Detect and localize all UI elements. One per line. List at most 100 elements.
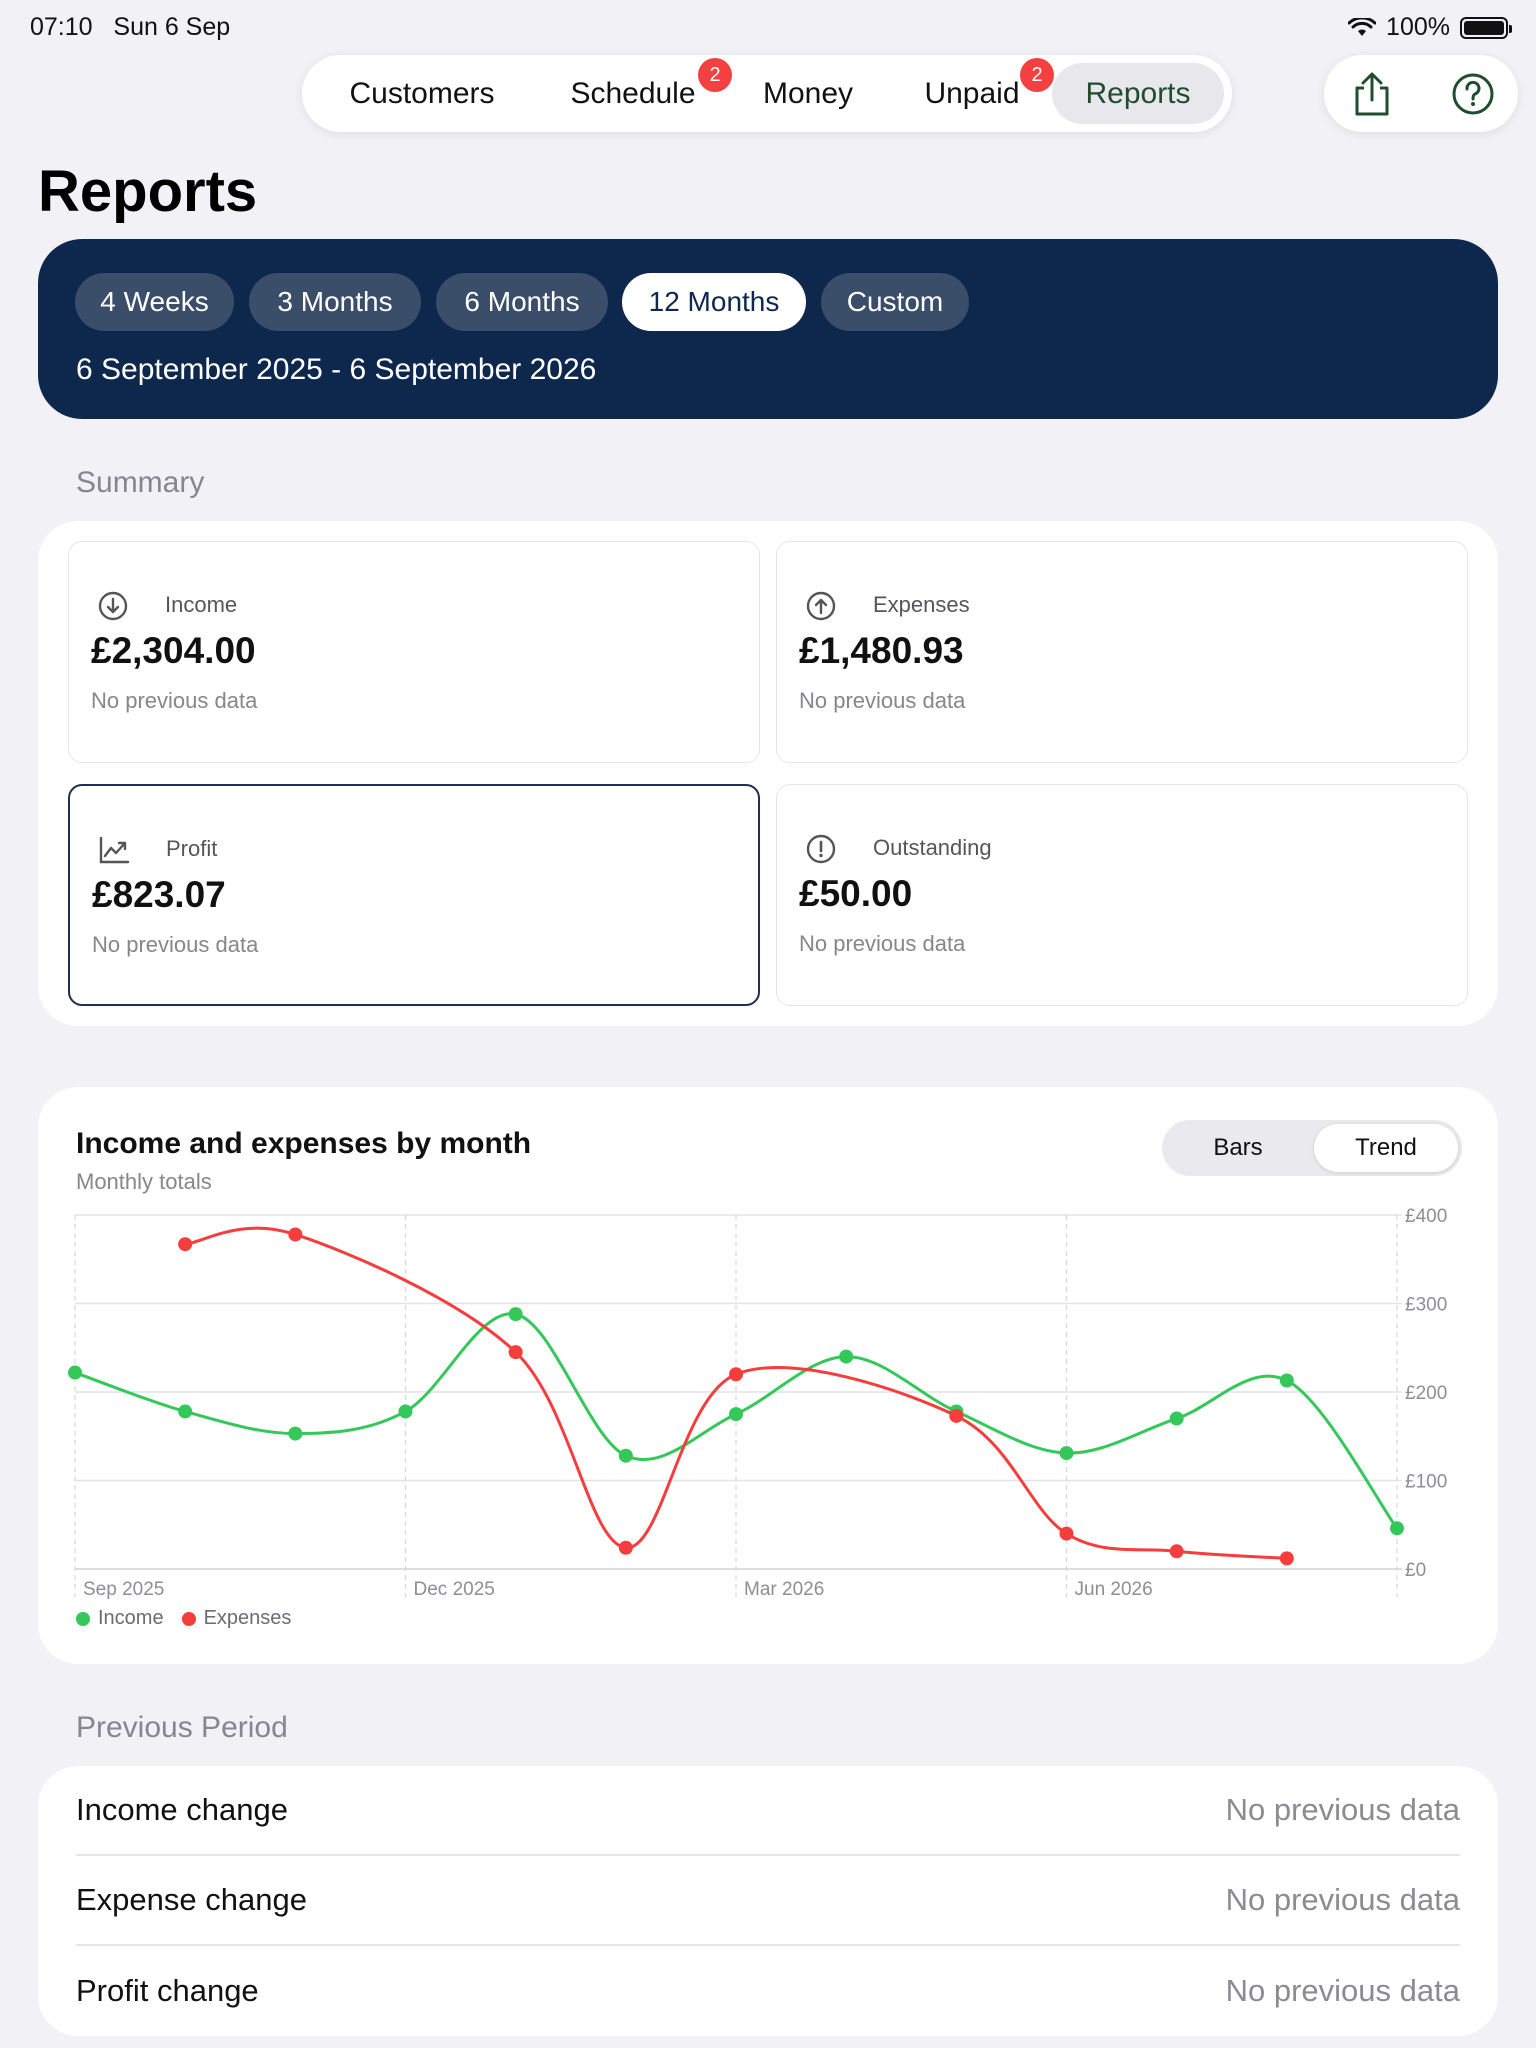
expenses-point — [1059, 1526, 1074, 1541]
income-point — [618, 1448, 633, 1463]
expenses-note: No previous data — [799, 688, 966, 713]
income-value: £2,304.00 — [91, 630, 256, 671]
profit-change-value: No previous data — [1225, 1973, 1460, 2008]
income-tile[interactable]: Income £2,304.00 No previous data — [68, 541, 760, 763]
unpaid-badge: 2 — [1020, 58, 1054, 92]
help-button[interactable] — [1450, 71, 1496, 117]
expenses-point — [618, 1540, 633, 1555]
expenses-point — [178, 1237, 193, 1252]
share-button[interactable] — [1349, 71, 1395, 117]
expenses-point — [1169, 1544, 1184, 1559]
income-change-value: No previous data — [1225, 1792, 1460, 1827]
income-point — [729, 1407, 743, 1422]
page-title: Reports — [38, 159, 258, 224]
range-custom[interactable]: Custom — [821, 273, 969, 331]
y-tick-label: £200 — [1405, 1383, 1447, 1404]
expenses-point — [949, 1408, 964, 1423]
expenses-point — [729, 1367, 743, 1382]
income-point — [839, 1349, 854, 1364]
x-tick-label: Dec 2025 — [414, 1579, 495, 1600]
chart-title: Income and expenses by month — [76, 1127, 532, 1160]
income-point — [178, 1404, 193, 1419]
tab-money[interactable]: Money — [762, 76, 854, 110]
toggle-bars[interactable]: Bars — [1213, 1134, 1263, 1161]
share-icon — [1355, 72, 1389, 116]
tab-reports[interactable]: Reports — [1052, 63, 1224, 124]
summary-heading: Summary — [76, 466, 205, 499]
range-6-months[interactable]: 6 Months — [436, 273, 608, 331]
range-card: 4 Weeks 3 Months 6 Months 12 Months Cust… — [38, 239, 1498, 419]
income-point — [508, 1307, 523, 1322]
income-point — [1279, 1373, 1294, 1388]
toggle-trend[interactable]: Trend — [1314, 1124, 1458, 1172]
income-point — [1390, 1521, 1404, 1536]
arrow-up-circle-icon — [806, 591, 836, 621]
profit-change-row: Profit change No previous data — [76, 1946, 1460, 2036]
income-expenses-chart: £0 £100 £200 £300 £400 Sep 2025 Dec 2025 Mar 20… — [68, 1206, 1447, 1600]
chart-card: Income and expenses by month Monthly tot… — [38, 1087, 1498, 1664]
range-12-months[interactable]: 12 Months — [622, 273, 806, 331]
y-tick-label: £0 — [1405, 1560, 1426, 1581]
range-dates: 6 September 2025 - 6 September 2026 — [76, 353, 597, 386]
income-change-row: Income change No previous data — [76, 1766, 1460, 1856]
y-tick-label: £400 — [1405, 1206, 1447, 1227]
tab-unpaid[interactable]: Unpaid — [924, 76, 1020, 110]
expense-change-label: Expense change — [76, 1882, 307, 1917]
income-label: Income — [165, 592, 238, 617]
x-tick-label: Sep 2025 — [83, 1579, 164, 1600]
legend-expenses: Expenses — [181, 1607, 291, 1630]
income-point — [288, 1426, 303, 1441]
status-time: 07:10 Sun 6 Sep — [30, 13, 231, 41]
income-change-label: Income change — [76, 1792, 288, 1827]
help-icon — [1452, 73, 1494, 115]
income-point — [68, 1365, 82, 1380]
top-nav: Customers Schedule 2 Money Unpaid 2 Repo… — [302, 55, 1232, 132]
profit-change-label: Profit change — [76, 1973, 259, 2008]
tab-schedule[interactable]: Schedule — [570, 76, 696, 110]
outstanding-value: £50.00 — [799, 873, 913, 914]
expenses-tile[interactable]: Expenses £1,480.93 No previous data — [776, 541, 1468, 763]
exclamation-circle-icon — [806, 834, 836, 864]
expense-change-value: No previous data — [1225, 1882, 1460, 1917]
legend-income: Income — [76, 1607, 164, 1630]
previous-period-card: Income change No previous data Expense c… — [38, 1766, 1498, 2036]
income-point — [398, 1404, 413, 1419]
expenses-label: Expenses — [873, 592, 970, 617]
chart-subtitle: Monthly totals — [76, 1169, 212, 1194]
battery-percent: 100% — [1386, 13, 1450, 41]
expenses-point — [1279, 1551, 1294, 1566]
expenses-point — [508, 1345, 523, 1360]
range-4-weeks[interactable]: 4 Weeks — [75, 273, 234, 331]
summary-card: Income £2,304.00 No previous data Expens… — [38, 521, 1498, 1026]
status-indicators: 100% — [1348, 13, 1512, 42]
profit-label: Profit — [166, 836, 218, 861]
wifi-icon — [1348, 17, 1377, 36]
outstanding-tile[interactable]: Outstanding £50.00 No previous data — [776, 784, 1468, 1006]
profit-value: £823.07 — [92, 874, 226, 915]
outstanding-label: Outstanding — [873, 835, 992, 860]
expense-change-row: Expense change No previous data — [76, 1856, 1460, 1946]
expenses-line — [183, 1226, 1289, 1560]
chart-mode-toggle: Bars Trend — [1162, 1120, 1462, 1176]
expenses-point — [288, 1227, 303, 1242]
x-tick-label: Mar 2026 — [744, 1579, 824, 1600]
status-bar: 07:10 Sun 6 Sep 100% — [0, 0, 1536, 52]
range-3-months[interactable]: 3 Months — [249, 273, 421, 331]
arrow-down-circle-icon — [98, 591, 128, 621]
battery-icon — [1460, 16, 1512, 39]
tab-customers[interactable]: Customers — [349, 76, 495, 110]
income-point — [1169, 1411, 1184, 1426]
y-tick-label: £300 — [1405, 1295, 1447, 1316]
chart-legend: Income Expenses — [76, 1607, 291, 1630]
profit-tile[interactable]: Profit £823.07 No previous data — [68, 784, 760, 1006]
expenses-value: £1,480.93 — [799, 630, 964, 671]
profit-note: No previous data — [92, 932, 259, 957]
income-note: No previous data — [91, 688, 258, 713]
outstanding-note: No previous data — [799, 931, 966, 956]
income-point — [1059, 1446, 1074, 1461]
previous-heading: Previous Period — [76, 1711, 288, 1744]
trend-chart-icon — [99, 836, 130, 864]
x-tick-label: Jun 2026 — [1075, 1579, 1153, 1600]
action-group — [1324, 55, 1518, 132]
y-tick-label: £100 — [1405, 1472, 1447, 1493]
